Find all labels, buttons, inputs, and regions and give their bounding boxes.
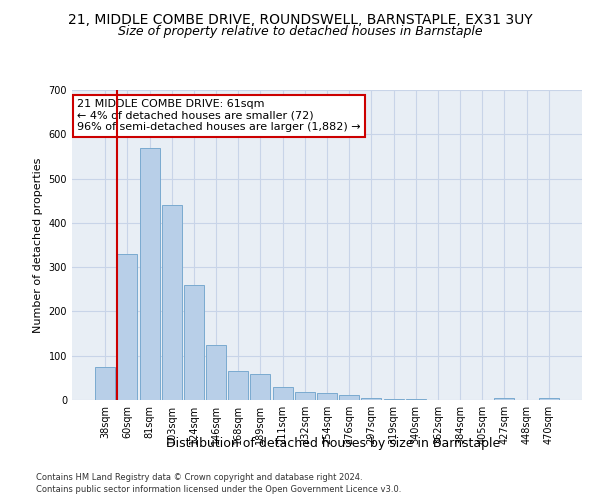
- Bar: [272, 386, 293, 400]
- Bar: [361, 398, 382, 400]
- Bar: [206, 344, 226, 400]
- Text: Size of property relative to detached houses in Barnstaple: Size of property relative to detached ho…: [118, 25, 482, 38]
- Bar: [406, 399, 426, 400]
- Bar: [295, 392, 315, 400]
- Text: 21 MIDDLE COMBE DRIVE: 61sqm
← 4% of detached houses are smaller (72)
96% of sem: 21 MIDDLE COMBE DRIVE: 61sqm ← 4% of det…: [77, 100, 361, 132]
- Text: Contains public sector information licensed under the Open Government Licence v3: Contains public sector information licen…: [36, 485, 401, 494]
- Bar: [228, 371, 248, 400]
- Bar: [539, 398, 559, 400]
- Bar: [184, 285, 204, 400]
- Bar: [383, 398, 404, 400]
- Bar: [118, 254, 137, 400]
- Bar: [494, 398, 514, 400]
- Bar: [317, 394, 337, 400]
- Y-axis label: Number of detached properties: Number of detached properties: [33, 158, 43, 332]
- Text: Contains HM Land Registry data © Crown copyright and database right 2024.: Contains HM Land Registry data © Crown c…: [36, 472, 362, 482]
- Bar: [140, 148, 160, 400]
- Bar: [95, 367, 115, 400]
- Bar: [339, 394, 359, 400]
- Bar: [250, 374, 271, 400]
- Text: Distribution of detached houses by size in Barnstaple: Distribution of detached houses by size …: [166, 438, 500, 450]
- Bar: [162, 205, 182, 400]
- Text: 21, MIDDLE COMBE DRIVE, ROUNDSWELL, BARNSTAPLE, EX31 3UY: 21, MIDDLE COMBE DRIVE, ROUNDSWELL, BARN…: [68, 12, 532, 26]
